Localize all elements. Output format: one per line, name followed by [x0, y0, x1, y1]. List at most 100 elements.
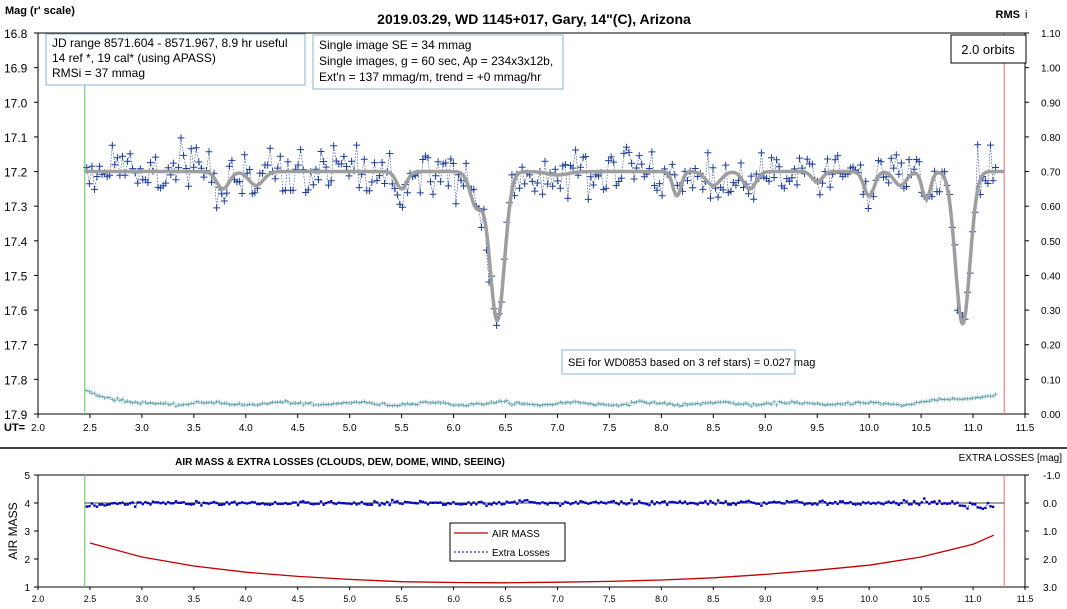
rms-point	[397, 403, 402, 408]
extra-losses-point	[709, 499, 712, 503]
extra-losses-point	[744, 500, 748, 503]
extra-losses-point	[900, 501, 903, 505]
extra-losses-point	[498, 501, 501, 504]
rms-point	[759, 402, 764, 407]
magnitude-point	[554, 177, 562, 185]
magnitude-point	[368, 178, 376, 186]
extra-losses-point	[246, 502, 249, 505]
top-x-tick-label: 4.0	[239, 423, 253, 434]
extra-losses-point	[655, 501, 659, 504]
magnitude-point	[360, 155, 368, 163]
rms-point	[591, 402, 596, 407]
bottom-x-tick-label: 7.0	[551, 594, 564, 604]
extra-losses-point	[309, 502, 312, 505]
magnitude-point	[684, 177, 691, 185]
rms-point	[265, 402, 270, 406]
extra-losses-point	[307, 501, 310, 504]
rms-point	[168, 402, 173, 407]
rms-point	[823, 403, 827, 408]
extra-losses-point	[233, 500, 236, 504]
extra-losses-point	[500, 503, 503, 506]
rms-point	[871, 400, 876, 405]
rms-point	[690, 402, 695, 407]
magnitude-point	[521, 180, 529, 188]
magnitude-point	[348, 157, 356, 165]
extra-losses-point	[162, 501, 165, 504]
magnitude-point	[424, 154, 432, 162]
rms-point	[652, 399, 657, 404]
extra-losses-point	[365, 503, 368, 506]
top-x-tick-label: 8.5	[706, 423, 720, 434]
top-y2-tick-label: 1.00	[1041, 64, 1061, 75]
rms-point	[922, 399, 927, 404]
rms-point	[868, 399, 873, 404]
extra-losses-point	[286, 502, 290, 506]
extra-losses-point	[678, 500, 682, 503]
extra-losses-point	[587, 502, 590, 505]
magnitude-point	[885, 179, 893, 187]
extra-losses-point	[360, 500, 363, 504]
extra-losses-point	[342, 502, 346, 505]
extra-losses-point	[350, 502, 353, 506]
top-x-tick-label: 5.0	[343, 423, 357, 434]
magnitude-point	[322, 163, 330, 171]
bottom-x-tick-label: 8.5	[707, 594, 720, 604]
extra-losses-point	[403, 500, 407, 504]
bottom-x-tick-labels: 2.0 2.5 3.0 3.5 4.0 4.5 5.0 5.5 6.0 6.5 7.0 7.5 8.0 8…	[32, 587, 1033, 604]
rms-point	[151, 401, 155, 406]
rms-point	[978, 395, 983, 400]
rms-point	[767, 401, 771, 406]
rms-point	[772, 399, 777, 404]
se-note: SEi for WD0853 based on 3 ref stars) = 0…	[568, 357, 815, 369]
extra-losses-point	[658, 502, 661, 505]
rms-point	[611, 403, 616, 408]
extra-losses-point	[126, 503, 129, 506]
bottom-x-tick-label: 10.0	[860, 594, 878, 604]
extra-losses-point	[747, 499, 750, 503]
rms-point	[792, 400, 797, 405]
extra-losses-point	[248, 501, 251, 505]
rms-point	[324, 402, 329, 407]
rms-point	[777, 399, 782, 404]
top-y-tick-label: 17.8	[4, 373, 28, 387]
extra-losses-point	[177, 501, 180, 504]
top-x-tick-label: 9.5	[810, 423, 824, 434]
extra-losses-point	[622, 502, 626, 505]
magnitude-point	[709, 164, 717, 172]
rms-point	[932, 397, 937, 402]
extra-losses-point	[436, 501, 440, 504]
rms-point	[471, 402, 476, 407]
extra-losses-point	[635, 502, 638, 505]
magnitude-point	[915, 158, 923, 166]
extra-losses-point	[890, 501, 893, 505]
extra-losses-point	[775, 501, 778, 504]
magnitude-point	[449, 160, 457, 167]
magnitude-point	[325, 181, 333, 189]
magnitude-point	[974, 141, 982, 149]
magnitude-point	[518, 163, 526, 171]
bottom-y2-tick-label: 3.0	[1043, 583, 1057, 594]
extra-losses-point	[602, 501, 605, 504]
top-y-tick-label: 17.2	[4, 166, 28, 180]
extra-losses-point	[739, 500, 743, 503]
bottom-y2-tick-label: 0.0	[1043, 499, 1057, 510]
rms-point	[787, 401, 792, 406]
magnitude-point	[429, 190, 437, 198]
extra-losses-point	[719, 501, 722, 504]
top-x-axis-label: UT=	[4, 422, 25, 434]
extra-losses-point	[579, 500, 582, 503]
rms-point	[112, 398, 117, 403]
magnitude-point	[610, 158, 618, 166]
extra-losses-point	[554, 501, 557, 505]
rms-point	[446, 401, 451, 406]
rms-point	[293, 401, 298, 405]
extra-losses-point	[444, 503, 447, 506]
extra-losses-point	[648, 503, 651, 507]
extra-losses-point	[711, 501, 715, 504]
extra-losses-point	[470, 503, 473, 506]
extra-losses-point	[419, 499, 422, 503]
top-y-tick-label: 17.0	[4, 96, 28, 110]
rms-point	[619, 402, 624, 407]
extra-losses-point	[408, 501, 412, 504]
rms-point	[565, 400, 570, 405]
